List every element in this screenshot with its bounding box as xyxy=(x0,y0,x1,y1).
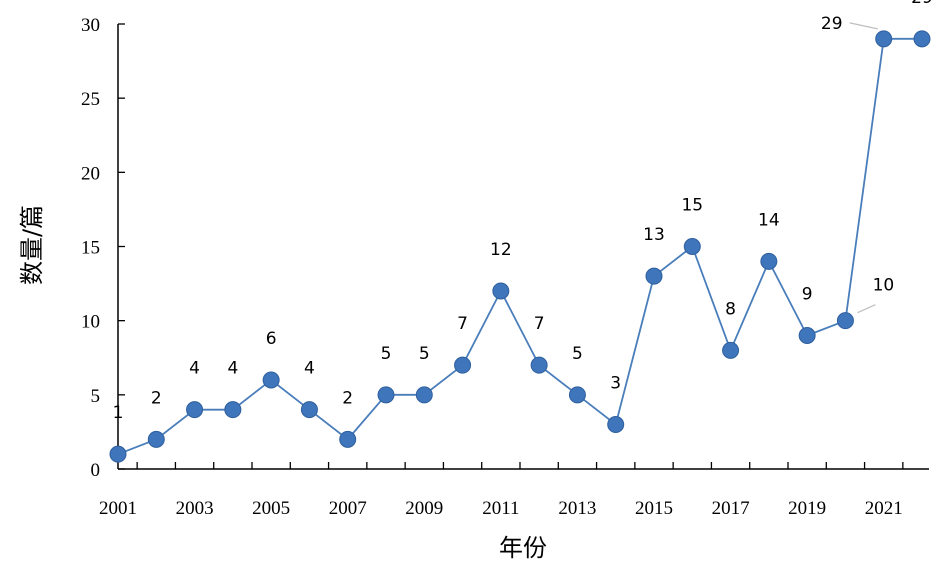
data-point xyxy=(454,356,472,374)
data-point xyxy=(224,401,242,419)
data-point xyxy=(645,267,663,285)
data-label: 2 xyxy=(151,388,162,408)
data-point xyxy=(186,401,204,419)
x-tick-label: 2011 xyxy=(482,498,519,519)
data-point xyxy=(875,30,893,48)
y-axis-ticks: 0 5 10 15 20 25 30 xyxy=(81,15,125,481)
data-point xyxy=(339,430,357,448)
series-polyline xyxy=(117,37,922,456)
data-point xyxy=(492,282,510,300)
data-point xyxy=(415,386,433,404)
y-tick-label: 0 xyxy=(91,460,101,481)
data-point xyxy=(377,386,395,404)
data-point xyxy=(109,445,127,463)
data-label: 8 xyxy=(725,299,736,319)
data-points xyxy=(109,30,931,463)
data-point xyxy=(913,30,931,48)
data-point xyxy=(568,386,586,404)
data-label: 29 xyxy=(911,0,933,8)
data-label: 1 xyxy=(113,403,124,423)
x-tick-label: 2009 xyxy=(405,498,443,519)
data-point xyxy=(683,238,701,255)
data-point xyxy=(530,356,548,374)
y-tick-label: 5 xyxy=(91,386,101,407)
x-tick-label: 2017 xyxy=(712,498,750,519)
x-tick-label: 2013 xyxy=(558,498,596,519)
data-point xyxy=(798,327,816,344)
x-tick-label: 2001 xyxy=(99,498,137,519)
series-line xyxy=(117,37,922,456)
data-label: 5 xyxy=(419,344,430,364)
y-tick-label: 15 xyxy=(81,238,100,259)
x-tick-label: 2015 xyxy=(635,498,673,519)
data-label: 2 xyxy=(342,388,353,408)
data-point xyxy=(147,430,165,448)
data-label: 4 xyxy=(189,359,200,379)
x-tick-label: 2019 xyxy=(788,498,826,519)
data-label: 29 xyxy=(821,14,843,34)
data-label: 10 xyxy=(873,276,895,296)
x-axis-ticks: 2001 2003 2005 2007 2009 2011 2013 2015 2017 2019… xyxy=(99,462,904,519)
y-tick-label: 25 xyxy=(81,89,100,110)
data-point xyxy=(722,341,740,359)
data-label: 13 xyxy=(643,225,665,245)
axes xyxy=(117,24,929,470)
data-label: 14 xyxy=(758,210,780,230)
data-point xyxy=(836,312,854,330)
y-axis-title: 数量/篇 xyxy=(18,205,46,285)
data-label: 15 xyxy=(681,196,703,216)
data-labels: 12446425571275313158149102929 xyxy=(113,0,933,423)
data-label: 7 xyxy=(457,314,468,334)
data-label: 12 xyxy=(490,240,512,260)
data-label: 7 xyxy=(534,314,545,334)
data-label: 9 xyxy=(802,285,813,305)
data-point xyxy=(607,416,625,433)
data-label: 4 xyxy=(304,359,315,379)
data-label: 5 xyxy=(381,344,392,364)
x-tick-label: 2007 xyxy=(329,498,367,519)
data-label: 5 xyxy=(572,344,583,364)
data-point xyxy=(760,252,778,270)
label-leader-lines xyxy=(849,22,878,314)
y-tick-label: 20 xyxy=(81,163,100,184)
data-point xyxy=(262,371,280,389)
x-tick-label: 2003 xyxy=(176,498,214,519)
x-tick-label: 2005 xyxy=(252,498,290,519)
data-point xyxy=(300,401,318,419)
y-tick-label: 30 xyxy=(81,15,100,36)
x-tick-label: 2021 xyxy=(865,498,903,519)
data-label: 4 xyxy=(227,359,238,379)
leader-line xyxy=(857,304,876,314)
data-label: 6 xyxy=(266,329,277,349)
x-axis-title: 年份 xyxy=(499,534,547,562)
leader-line xyxy=(849,22,878,30)
y-tick-label: 10 xyxy=(81,312,100,333)
data-label: 3 xyxy=(610,374,621,394)
